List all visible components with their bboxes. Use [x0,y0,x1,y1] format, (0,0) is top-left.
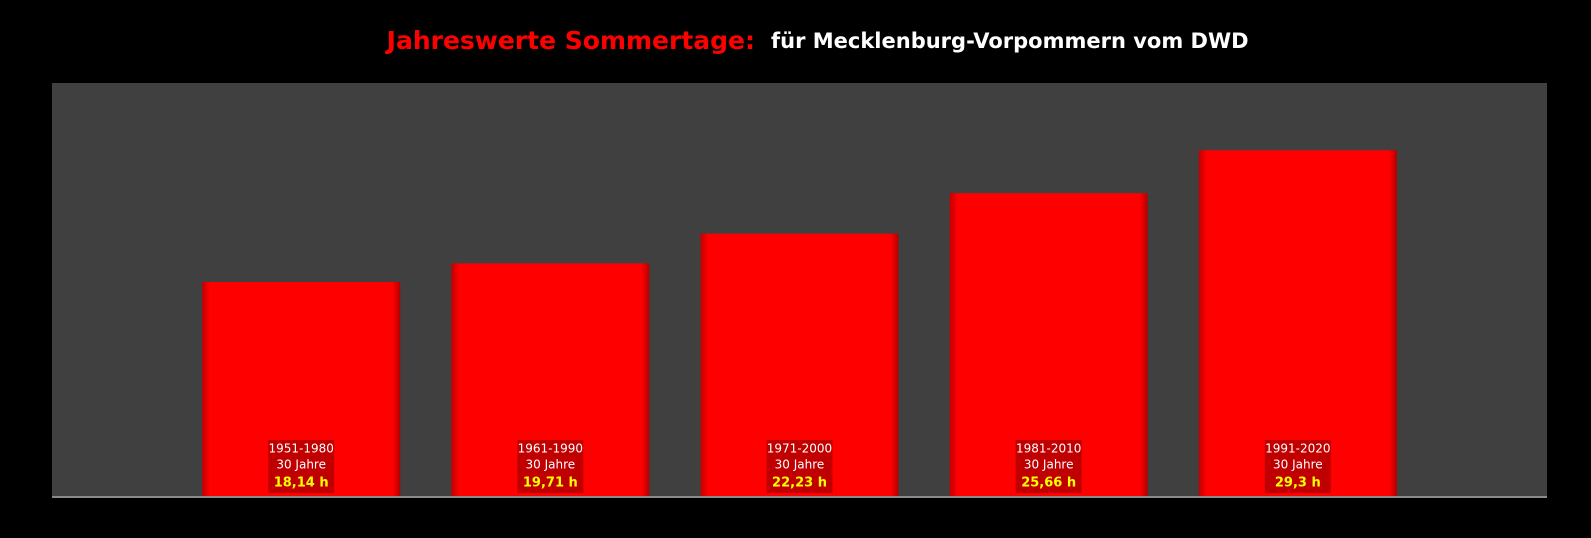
category-label: 1981-2010 [1016,442,1081,456]
value-label: 22,23 h [772,476,827,491]
chart-subtitle: für Mecklenburg-Vorpommern vom DWD [771,29,1249,53]
label-box [1015,440,1082,493]
sub-label: 30 Jahre [1273,458,1323,472]
category-label: 1971-2000 [767,442,832,456]
label-box [268,440,335,493]
chart-title: Jahreswerte Sommertage: [385,26,755,55]
label-box [1264,440,1331,493]
sub-label: 30 Jahre [276,458,326,472]
value-label: 29,3 h [1275,476,1321,491]
sub-label: 30 Jahre [1024,458,1074,472]
category-label: 1961-1990 [518,442,583,456]
value-label: 19,71 h [523,476,578,491]
label-box [517,440,584,493]
category-label: 1951-1980 [268,442,333,456]
value-label: 25,66 h [1021,476,1076,491]
sub-label: 30 Jahre [526,458,576,472]
label-box [766,440,833,493]
category-label: 1991-2020 [1265,442,1330,456]
value-label: 18,14 h [274,476,329,491]
sub-label: 30 Jahre [775,458,825,472]
